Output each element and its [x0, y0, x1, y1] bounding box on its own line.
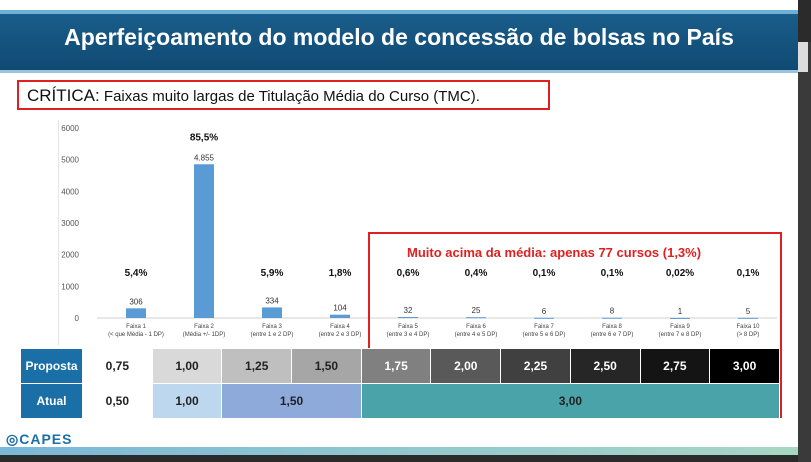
y-tick-label: 2000: [61, 251, 79, 260]
footer-bar: [0, 447, 798, 455]
proposta-cell: 2,50: [569, 348, 641, 384]
x-tick-sublabel: (Média +/- 1DP): [183, 332, 226, 338]
x-tick-label: Faixa 6: [466, 324, 486, 330]
atual-cell: 1,00: [151, 383, 223, 419]
x-tick-sublabel: (entre 4 e 5 DP): [455, 332, 498, 338]
bar: [534, 317, 554, 319]
percent-label: 0,1%: [533, 268, 556, 279]
x-tick-sublabel: (entre 7 e 8 DP): [659, 332, 702, 338]
x-tick-sublabel: (entre 2 e 3 DP): [319, 332, 362, 338]
row-proposta: Proposta 0,75 1,00 1,25 1,50 1,75 2,00 2,25 2,5…: [20, 348, 780, 384]
bar-value-label: 306: [129, 297, 143, 306]
x-tick-label: Faixa 7: [534, 324, 554, 330]
atual-cell: 3,00: [360, 383, 781, 419]
x-tick-sublabel: (entre 6 e 7 DP): [591, 332, 634, 338]
bar: [262, 307, 282, 318]
bar-chart: 0 1000 2000 3000 4000 5000 6000 306 5,4% Faixa 1 (…: [61, 124, 777, 338]
percent-label: 0,4%: [465, 268, 488, 279]
x-tick-label: Faixa 9: [670, 324, 690, 330]
logo-text: CAPES: [19, 431, 73, 447]
row-atual: Atual 0,50 1,00 1,50 3,00: [20, 383, 781, 419]
bar: [738, 317, 758, 319]
bar-value-label: 334: [265, 296, 279, 305]
x-tick-sublabel: (entre 1 e 2 DP): [251, 332, 294, 338]
x-tick-label: Faixa 8: [602, 324, 622, 330]
x-tick-label: Faixa 3: [262, 324, 282, 330]
bar: [466, 317, 486, 319]
percent-label: 5,9%: [261, 268, 284, 279]
y-tick-label: 6000: [61, 124, 79, 133]
y-tick-label: 5000: [61, 156, 79, 165]
percent-label: 0,02%: [666, 268, 694, 279]
x-tick-label: Faixa 1: [126, 324, 146, 330]
critica-box: CRÍTICA: Faixas muito largas de Titulaçã…: [17, 80, 550, 110]
percent-label: 5,4%: [125, 268, 148, 279]
x-tick-label: Faixa 2: [194, 324, 214, 330]
y-tick-label: 1000: [61, 282, 79, 291]
proposta-cell: 2,75: [639, 348, 711, 384]
scale-table: Proposta 0,75 1,00 1,25 1,50 1,75 2,00 2,25 2,5…: [20, 348, 781, 419]
proposta-cell: 1,00: [151, 348, 223, 384]
x-tick-sublabel: (entre 3 e 4 DP): [387, 332, 430, 338]
bar: [602, 317, 622, 319]
bar: [194, 164, 214, 318]
window-edge-tab: [798, 42, 808, 72]
proposta-cell: 1,25: [221, 348, 293, 384]
x-tick-label: Faixa 10: [736, 324, 760, 330]
bar-value-label: 104: [333, 304, 347, 313]
bar-value-label: 1: [678, 307, 683, 316]
slide-title: Aperfeiçoamento do modelo de concessão d…: [64, 24, 734, 50]
proposta-cell: 0,75: [82, 348, 153, 384]
window-edge: [798, 42, 811, 462]
header-divider: [0, 70, 798, 73]
bar: [398, 316, 418, 318]
highlight-text: Muito acima da média: apenas 77 cursos (…: [407, 245, 702, 260]
x-tick-sublabel: (entre 5 e 6 DP): [523, 332, 566, 338]
bar-value-label: 32: [404, 306, 413, 315]
bar-value-label: 4.855: [194, 153, 215, 162]
x-tick-label: Faixa 4: [330, 324, 350, 330]
critica-label: CRÍTICA:: [27, 86, 100, 105]
atual-cell: 1,50: [221, 383, 362, 419]
bar: [670, 317, 690, 319]
proposta-cell: 1,75: [360, 348, 432, 384]
proposta-cell: 1,50: [291, 348, 362, 384]
y-tick-label: 0: [75, 314, 80, 323]
row-header-proposta: Proposta: [20, 348, 83, 384]
bar-value-label: 5: [746, 307, 751, 316]
percent-label: 0,6%: [397, 268, 420, 279]
x-tick-sublabel: (> 8 DP): [737, 332, 760, 338]
percent-label: 85,5%: [190, 132, 218, 143]
critica-text: CRÍTICA: Faixas muito largas de Titulaçã…: [27, 86, 480, 106]
percent-label: 0,1%: [737, 268, 760, 279]
y-tick-label: 4000: [61, 187, 79, 196]
proposta-cell: 2,00: [430, 348, 502, 384]
bar-value-label: 8: [610, 307, 615, 316]
critica-description: Faixas muito largas de Titulação Média d…: [99, 88, 480, 105]
bar: [330, 314, 350, 318]
capes-logo: ◎CAPES: [6, 431, 73, 447]
proposta-cell: 3,00: [709, 348, 780, 384]
title-bar: Aperfeiçoamento do modelo de concessão d…: [0, 10, 798, 70]
x-tick-sublabel: (< que Média - 1 DP): [108, 332, 164, 338]
x-tick-label: Faixa 5: [398, 324, 418, 330]
percent-label: 0,1%: [601, 268, 624, 279]
slide: Aperfeiçoamento do modelo de concessão d…: [0, 0, 798, 455]
bar: [126, 308, 146, 318]
bar-value-label: 6: [542, 307, 547, 316]
atual-cell: 0,50: [82, 383, 153, 419]
y-tick-label: 3000: [61, 219, 79, 228]
proposta-cell: 2,25: [500, 348, 571, 384]
row-header-atual: Atual: [20, 383, 83, 419]
percent-label: 1,8%: [329, 268, 352, 279]
bar-value-label: 25: [472, 306, 481, 315]
